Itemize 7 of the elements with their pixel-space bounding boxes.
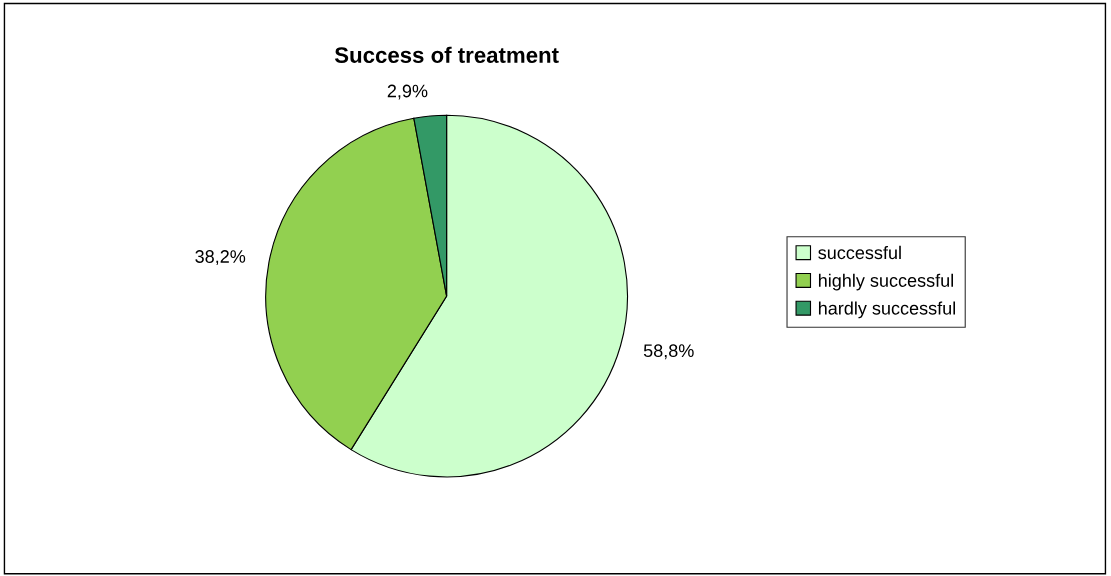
chart-title: Success of treatment xyxy=(334,46,559,63)
data-label: 58,8% xyxy=(643,344,694,360)
data-label: 2,9% xyxy=(387,84,428,100)
legend-label: successful xyxy=(818,245,901,260)
data-label: 38,2% xyxy=(195,250,246,266)
legend-label: highly successful xyxy=(818,273,953,291)
legend-label: hardly successful xyxy=(818,301,955,319)
